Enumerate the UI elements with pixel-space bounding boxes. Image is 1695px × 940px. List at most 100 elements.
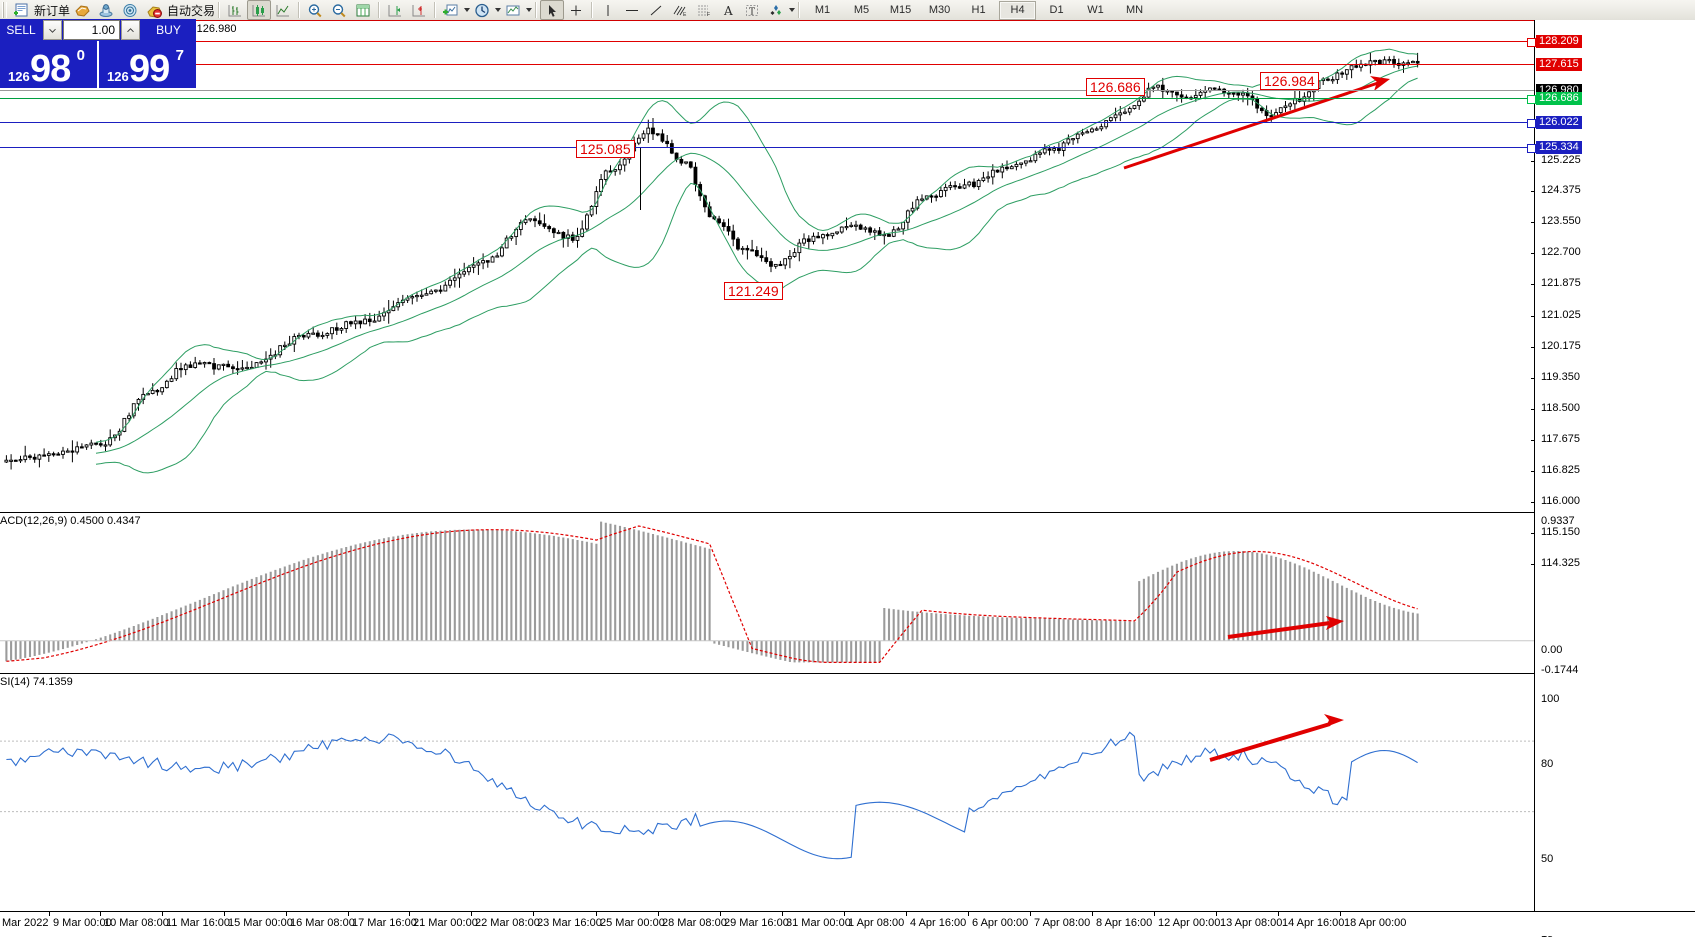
price-annotation[interactable]: 126.686 <box>1086 78 1145 96</box>
price-level-label[interactable]: 125.334 <box>1536 141 1582 154</box>
price-level-line <box>0 122 1534 123</box>
rsi-pane[interactable]: SI(14) 74.1359 <box>0 673 1534 912</box>
toolbar-grip[interactable] <box>1 2 7 18</box>
buy-button[interactable]: BUY <box>141 19 196 41</box>
time-tick <box>658 912 659 916</box>
toolbar-separator-3 <box>378 2 381 18</box>
data-window-icon[interactable] <box>351 0 375 20</box>
ask-price[interactable]: 126 99 7 <box>97 41 196 90</box>
new-order-label[interactable]: 新订单 <box>34 3 71 18</box>
price-level-label[interactable]: 126.686 <box>1536 92 1582 105</box>
tf-h1[interactable]: H1 <box>971 4 986 16</box>
time-tick <box>844 912 845 916</box>
bid-superscript: 0 <box>76 47 85 64</box>
trendline-icon[interactable] <box>644 0 668 20</box>
new-order-icon[interactable] <box>9 0 33 20</box>
time-label: 29 Mar 16:00 <box>724 917 789 929</box>
chart-shift-icon[interactable] <box>383 0 407 20</box>
one-click-trading-panel[interactable]: SELL 1.00 BUY 126 98 0 126 99 7 <box>0 19 196 90</box>
volume-input[interactable]: 1.00 <box>63 20 120 40</box>
line-chart-icon[interactable] <box>271 0 295 20</box>
zoom-in-icon[interactable] <box>303 0 327 20</box>
tf-w1[interactable]: W1 <box>1087 4 1104 16</box>
price-annotation[interactable]: 126.984 <box>1260 72 1319 90</box>
toolbar-separator-6 <box>591 2 594 18</box>
price-scale[interactable]: 125.225 124.375 123.550 122.700 121.875 121.0… <box>1531 20 1695 940</box>
horizontal-line-icon[interactable] <box>620 0 644 20</box>
text-icon[interactable]: A <box>716 0 740 20</box>
cursor-icon[interactable] <box>540 0 565 20</box>
text-label-icon[interactable]: T <box>740 0 764 20</box>
tf-m1[interactable]: M1 <box>814 4 831 16</box>
price-pane[interactable] <box>0 20 1534 508</box>
svg-text:E: E <box>683 12 687 18</box>
price-level-label[interactable]: 126.022 <box>1536 116 1582 129</box>
svg-text:F: F <box>707 12 710 18</box>
auto-trading-label[interactable]: 自动交易 <box>167 3 216 18</box>
zoom-out-icon[interactable] <box>327 0 351 20</box>
crosshair-icon[interactable] <box>564 0 588 20</box>
autotrading-icon[interactable] <box>142 0 166 20</box>
price-level-handle[interactable] <box>1527 38 1536 47</box>
equidistant-channel-icon[interactable]: E <box>668 0 692 20</box>
annotation-leg <box>640 148 641 210</box>
time-label: 16 Mar 08:00 <box>290 917 355 929</box>
price-annotation[interactable]: 125.085 <box>576 140 635 158</box>
strategy-tester-icon[interactable] <box>94 0 118 20</box>
expert-advisors-icon[interactable] <box>70 0 94 20</box>
volume-decrement-button[interactable] <box>43 20 62 40</box>
indicators-dropdown-caret[interactable] <box>464 8 471 12</box>
fibonacci-icon[interactable]: F <box>692 0 716 20</box>
vertical-line-icon[interactable] <box>596 0 620 20</box>
bid-main: 98 <box>30 48 71 90</box>
time-tick <box>49 912 50 916</box>
tf-mn[interactable]: MN <box>1125 4 1144 16</box>
ask-main: 99 <box>129 48 170 90</box>
price-level-line <box>0 147 1534 148</box>
tf-m15[interactable]: M15 <box>889 4 912 16</box>
time-tick <box>720 912 721 916</box>
price-level-handle[interactable] <box>1527 119 1536 128</box>
price-level-label[interactable]: 127.615 <box>1536 58 1582 71</box>
shapes-icon[interactable] <box>764 0 788 20</box>
svg-text:T: T <box>749 7 755 17</box>
time-label: 4 Apr 16:00 <box>910 917 967 929</box>
octp-top-row: SELL 1.00 BUY <box>0 19 196 41</box>
time-tick <box>782 912 783 916</box>
time-label: 7 Apr 08:00 <box>1034 917 1091 929</box>
toolbar-separator-7 <box>798 2 801 18</box>
bid-price[interactable]: 126 98 0 <box>0 41 97 90</box>
price-level-label[interactable]: 128.209 <box>1536 35 1582 48</box>
tf-m5[interactable]: M5 <box>853 4 870 16</box>
templates-icon[interactable] <box>501 0 525 20</box>
time-tick <box>100 912 101 916</box>
price-annotation[interactable]: 121.249 <box>724 282 783 300</box>
time-label: 1 Apr 08:00 <box>848 917 905 929</box>
candlestick-chart-icon[interactable] <box>247 0 272 20</box>
tf-m30[interactable]: M30 <box>928 4 951 16</box>
price-level-handle[interactable] <box>1527 95 1536 104</box>
tf-h4[interactable]: H4 <box>999 0 1037 20</box>
time-label: 25 Mar 00:00 <box>600 917 665 929</box>
tf-d1[interactable]: D1 <box>1049 4 1064 16</box>
time-label: 17 Mar 16:00 <box>352 917 417 929</box>
indicators-icon[interactable] <box>439 0 463 20</box>
time-tick <box>286 912 287 916</box>
volume-stepper[interactable]: 1.00 <box>42 19 141 41</box>
signals-icon[interactable] <box>118 0 142 20</box>
templates-dropdown-caret[interactable] <box>526 8 533 12</box>
auto-scroll-icon[interactable] <box>407 0 431 20</box>
shapes-dropdown-caret[interactable] <box>789 8 796 12</box>
bar-chart-icon[interactable] <box>223 0 247 20</box>
price-level-handle[interactable] <box>1527 144 1536 153</box>
ask-superscript: 7 <box>175 47 184 64</box>
sell-button[interactable]: SELL <box>0 19 42 41</box>
period-dropdown-caret[interactable] <box>495 8 502 12</box>
volume-increment-button[interactable] <box>121 20 140 40</box>
chart-canvas-area[interactable]: USDJPY-,H4 126.932 126.988 126.928 126.9… <box>0 20 1695 940</box>
period-icon[interactable] <box>470 0 494 20</box>
time-axis[interactable]: Mar 2022 9 Mar 00:00 10 Mar 08:00 11 Mar 16… <box>0 911 1695 936</box>
time-tick <box>1216 912 1217 916</box>
time-tick <box>533 912 534 916</box>
macd-pane[interactable]: ACD(12,26,9) 0.4500 0.4347 <box>0 512 1534 674</box>
